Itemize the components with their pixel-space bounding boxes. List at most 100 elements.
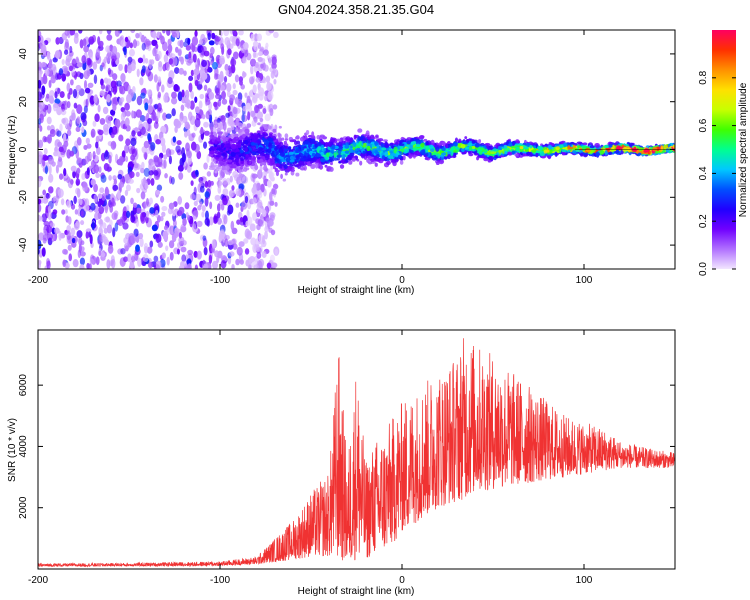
heatmap-cell: [58, 37, 64, 44]
heatmap-cell: [250, 64, 254, 75]
heatmap-cell: [213, 73, 219, 80]
heatmap-cell: [131, 110, 135, 119]
heatmap-cell: [235, 258, 240, 266]
heatmap-cell: [201, 114, 206, 120]
heatmap-cell: [44, 165, 48, 175]
heatmap-cell: [72, 170, 77, 179]
heatmap-cell: [55, 193, 59, 204]
heatmap-cell: [237, 92, 243, 102]
heatmap-cell: [74, 209, 79, 215]
heatmap-cell: [167, 44, 173, 53]
heatmap-cell: [166, 30, 171, 36]
heatmap-cell: [272, 128, 277, 133]
heatmap-cell: [221, 90, 226, 100]
spectrogram-heatmap: [38, 30, 675, 269]
heatmap-cell: [60, 109, 67, 116]
heatmap-cell: [252, 41, 259, 47]
heatmap-cell: [102, 106, 109, 115]
heatmap-cell: [259, 164, 263, 173]
heatmap-cell: [80, 220, 85, 226]
heatmap-cell: [70, 165, 77, 172]
heatmap-cell: [190, 90, 194, 100]
heatmap-cell: [348, 160, 353, 165]
heatmap-cell: [274, 201, 278, 207]
heatmap-cell: [80, 240, 85, 246]
heatmap-cell: [89, 234, 93, 245]
heatmap-cell: [148, 261, 153, 269]
heatmap-cell: [333, 157, 338, 161]
heatmap-cell: [182, 115, 188, 124]
heatmap-cell: [371, 136, 375, 140]
heatmap-cell: [224, 238, 229, 248]
heatmap-cell: [190, 141, 197, 151]
heatmap-cell: [206, 171, 212, 177]
heatmap-cell: [227, 105, 231, 112]
heatmap-cell: [222, 180, 228, 189]
heatmap-cell: [269, 200, 275, 206]
heatmap-cell: [207, 180, 212, 188]
heatmap-cell: [118, 134, 124, 142]
heatmap-cell: [100, 78, 104, 86]
heatmap-cell: [251, 173, 258, 179]
heatmap-cell: [278, 138, 283, 143]
heatmap-cell: [79, 39, 84, 49]
heatmap-cell: [263, 164, 267, 170]
heatmap-cell: [152, 47, 157, 57]
heatmap-cell: [187, 263, 192, 269]
heatmap-cell: [441, 152, 447, 156]
heatmap-cell: [119, 216, 125, 223]
heatmap-cell: [44, 68, 50, 77]
heatmap-cell: [210, 126, 214, 132]
heatmap-cell: [328, 153, 334, 157]
heatmap-cell: [104, 216, 111, 223]
heatmap-cell: [66, 129, 72, 137]
heatmap-cell: [59, 123, 63, 132]
heatmap-cell: [175, 145, 181, 153]
heatmap-cell: [38, 239, 42, 250]
heatmap-cell: [157, 63, 163, 72]
heatmap-cell: [383, 139, 388, 142]
heatmap-cell: [176, 140, 182, 146]
heatmap-cell: [142, 201, 146, 210]
heatmap-cell: [195, 106, 200, 114]
heatmap-cell: [277, 132, 281, 138]
heatmap-cell: [42, 159, 46, 167]
heatmap-cell: [415, 139, 421, 146]
heatmap-cell: [162, 230, 169, 240]
heatmap-cell: [72, 259, 79, 268]
heatmap-cell: [186, 151, 192, 159]
heatmap-cell: [256, 111, 264, 120]
heatmap-cell: [56, 130, 62, 137]
heatmap-cell: [480, 155, 486, 159]
heatmap-cell: [130, 197, 134, 205]
heatmap-cell: [97, 104, 101, 113]
heatmap-cell: [216, 211, 221, 219]
heatmap-cell: [298, 152, 304, 158]
heatmap-cell: [243, 167, 248, 172]
heatmap-cell: [168, 58, 174, 65]
heatmap-cell: [282, 178, 287, 182]
heatmap-cell: [61, 65, 68, 73]
heatmap-cell: [118, 181, 125, 188]
heatmap-cell: [258, 51, 263, 57]
heatmap-cell: [345, 136, 351, 142]
heatmap-cell: [203, 50, 210, 57]
heatmap-cell: [548, 155, 552, 159]
heatmap-cell: [124, 144, 130, 154]
heatmap-cell: [178, 206, 185, 215]
heatmap-cell: [196, 150, 202, 160]
heatmap-cell: [54, 91, 58, 99]
heatmap-cell: [160, 215, 164, 222]
heatmap-cell: [39, 113, 44, 124]
heatmap-cell: [259, 158, 264, 164]
heatmap-cell: [176, 248, 180, 255]
heatmap-cell: [202, 235, 207, 241]
heatmap-cell: [349, 152, 355, 157]
heatmap-cell: [362, 137, 366, 141]
heatmap-cell: [241, 70, 246, 79]
heatmap-cell: [387, 155, 393, 159]
heatmap-cell: [203, 121, 209, 128]
heatmap-cell: [52, 209, 58, 215]
heatmap-cell: [64, 41, 70, 52]
heatmap-cell: [197, 205, 202, 211]
